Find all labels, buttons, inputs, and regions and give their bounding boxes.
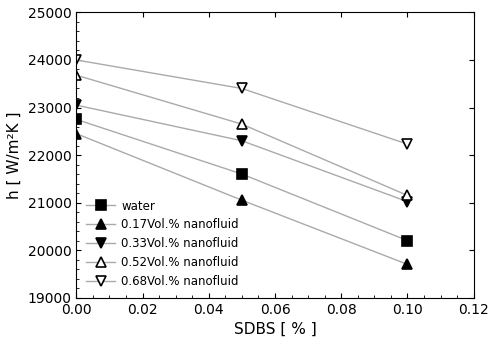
Line: water: water [71,115,412,246]
0.52Vol.% nanofluid [73,73,79,77]
water [239,172,245,176]
0.17Vol.% nanofluid [239,198,245,202]
0.68Vol.% nanofluid [239,86,245,90]
Line: 0.17Vol.% nanofluid: 0.17Vol.% nanofluid [71,129,412,269]
Line: 0.68Vol.% nanofluid: 0.68Vol.% nanofluid [71,55,412,149]
0.33Vol.% nanofluid [239,139,245,143]
0.68Vol.% nanofluid [404,142,410,146]
water [73,117,79,121]
0.52Vol.% nanofluid [239,122,245,126]
Line: 0.33Vol.% nanofluid: 0.33Vol.% nanofluid [71,100,412,206]
water [404,238,410,243]
0.17Vol.% nanofluid [73,132,79,136]
Line: 0.52Vol.% nanofluid: 0.52Vol.% nanofluid [71,70,412,200]
X-axis label: SDBS [ % ]: SDBS [ % ] [234,322,316,337]
0.68Vol.% nanofluid [73,58,79,62]
Legend: water, 0.17Vol.% nanofluid, 0.33Vol.% nanofluid, 0.52Vol.% nanofluid, 0.68Vol.% : water, 0.17Vol.% nanofluid, 0.33Vol.% na… [82,196,243,292]
0.33Vol.% nanofluid [73,103,79,107]
Y-axis label: h [ W/m²K ]: h [ W/m²K ] [7,111,22,199]
0.17Vol.% nanofluid [404,262,410,267]
0.52Vol.% nanofluid [404,193,410,197]
0.33Vol.% nanofluid [404,200,410,204]
